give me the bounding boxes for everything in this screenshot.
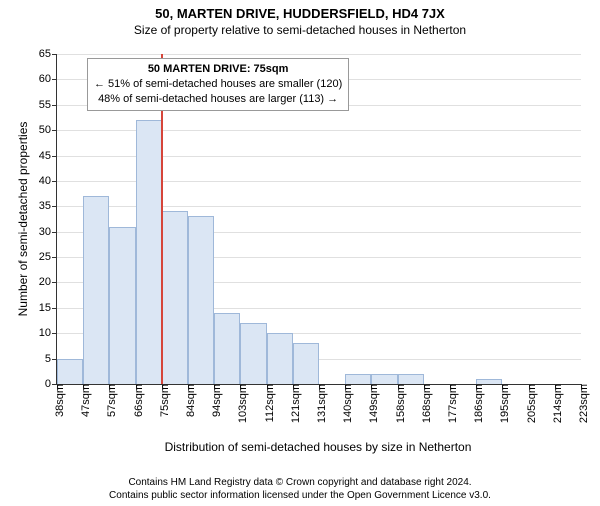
y-tick-label: 40 [39, 175, 57, 187]
chart-subtitle: Size of property relative to semi-detach… [0, 23, 600, 37]
histogram-bar [109, 227, 135, 384]
y-tick-label: 55 [39, 99, 57, 111]
y-tick-label: 25 [39, 251, 57, 263]
plot-area: 0510152025303540455055606538sqm47sqm57sq… [56, 54, 581, 385]
gridline [57, 282, 581, 283]
x-tick-label: 121sqm [284, 384, 302, 423]
histogram-bar [240, 323, 266, 384]
x-tick-label: 94sqm [205, 384, 223, 417]
histogram-bar [371, 374, 397, 384]
chart-title: 50, MARTEN DRIVE, HUDDERSFIELD, HD4 7JX [0, 6, 600, 21]
x-tick-label: 158sqm [389, 384, 407, 423]
x-tick-label: 214sqm [546, 384, 564, 423]
gridline [57, 181, 581, 182]
y-tick-label: 65 [39, 48, 57, 60]
gridline [57, 257, 581, 258]
histogram-bar [57, 359, 83, 384]
callout-title: 50 MARTEN DRIVE: 75sqm [94, 62, 342, 77]
y-tick-label: 30 [39, 226, 57, 238]
histogram-bar [267, 333, 293, 384]
x-axis-label: Distribution of semi-detached houses by … [56, 440, 580, 454]
gridline [57, 206, 581, 207]
x-tick-label: 195sqm [493, 384, 511, 423]
histogram-bar [398, 374, 424, 384]
x-tick-label: 140sqm [336, 384, 354, 423]
histogram-bar [162, 211, 188, 384]
x-tick-label: 223sqm [572, 384, 590, 423]
x-tick-label: 47sqm [74, 384, 92, 417]
histogram-bar [293, 343, 319, 384]
histogram-bar [83, 196, 109, 384]
x-tick-label: 186sqm [467, 384, 485, 423]
footer-line-1: Contains HM Land Registry data © Crown c… [0, 477, 600, 490]
gridline [57, 130, 581, 131]
gridline [57, 359, 581, 360]
y-axis-label: Number of semi-detached properties [16, 54, 30, 384]
x-tick-label: 205sqm [520, 384, 538, 423]
histogram-bar [188, 216, 214, 384]
y-tick-label: 15 [39, 302, 57, 314]
x-tick-label: 131sqm [310, 384, 328, 423]
histogram-bar [345, 374, 371, 384]
y-tick-label: 60 [39, 73, 57, 85]
x-tick-label: 66sqm [127, 384, 145, 417]
gridline [57, 308, 581, 309]
callout-line-2: 48% of semi-detached houses are larger (… [94, 92, 342, 107]
attribution-footer: Contains HM Land Registry data © Crown c… [0, 477, 600, 502]
gridline [57, 333, 581, 334]
x-tick-label: 177sqm [441, 384, 459, 423]
callout-line-1: ← 51% of semi-detached houses are smalle… [94, 77, 342, 92]
gridline [57, 54, 581, 55]
x-tick-label: 112sqm [258, 384, 276, 422]
x-tick-label: 75sqm [153, 384, 171, 417]
y-tick-label: 10 [39, 327, 57, 339]
y-tick-label: 50 [39, 124, 57, 136]
y-tick-label: 20 [39, 276, 57, 288]
x-tick-label: 168sqm [415, 384, 433, 423]
x-tick-label: 38sqm [48, 384, 66, 417]
footer-line-2: Contains public sector information licen… [0, 490, 600, 503]
x-tick-label: 57sqm [100, 384, 118, 417]
gridline [57, 232, 581, 233]
y-tick-label: 45 [39, 150, 57, 162]
x-tick-label: 84sqm [179, 384, 197, 417]
property-callout: 50 MARTEN DRIVE: 75sqm← 51% of semi-deta… [87, 58, 349, 111]
histogram-bar [214, 313, 240, 384]
x-tick-label: 149sqm [362, 384, 380, 423]
y-tick-label: 5 [45, 353, 57, 365]
x-tick-label: 103sqm [231, 384, 249, 423]
y-tick-label: 35 [39, 200, 57, 212]
gridline [57, 156, 581, 157]
histogram-bar [136, 120, 162, 384]
